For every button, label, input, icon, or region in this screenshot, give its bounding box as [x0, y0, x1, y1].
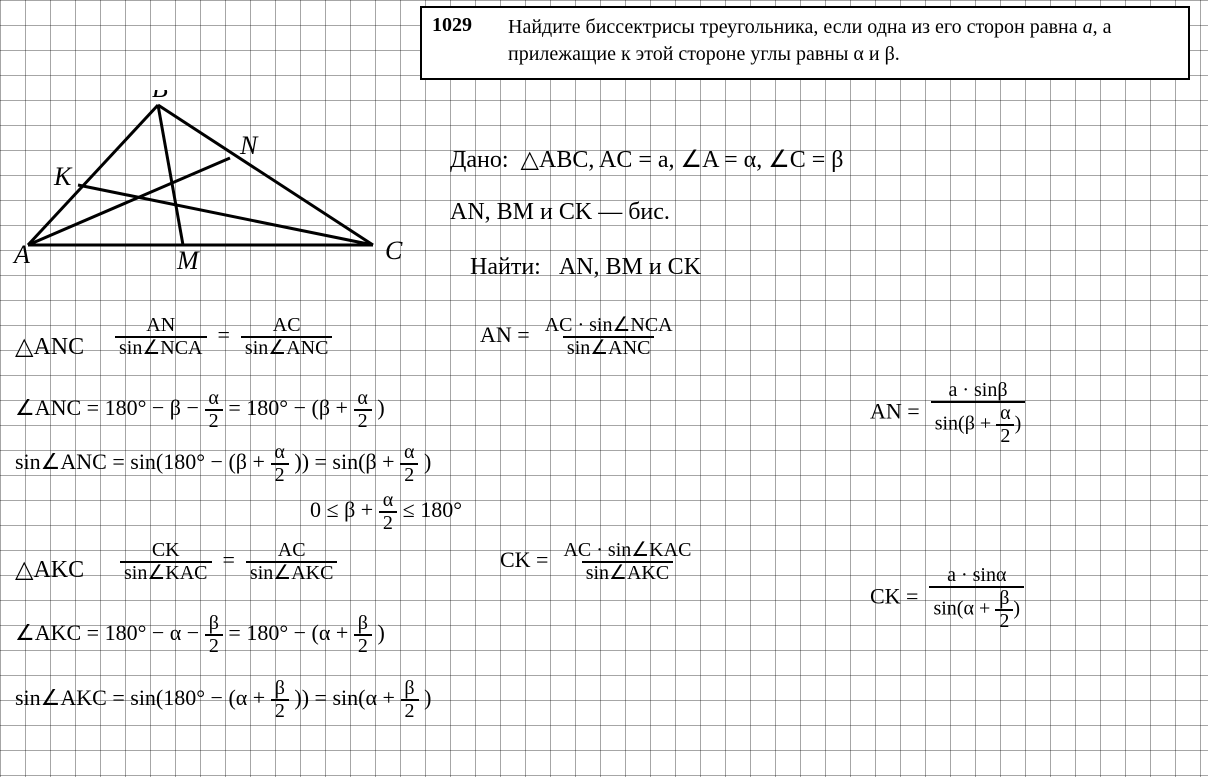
- half-alpha-den-1: 2: [205, 409, 223, 432]
- anc-angle-line: ∠ANC = 180° − β − α2 = 180° − (β + α2 ): [15, 388, 385, 432]
- problem-text-and: и: [864, 43, 885, 65]
- anc-tri-label: △ANC: [15, 335, 84, 359]
- half-beta-num-2: β: [354, 613, 372, 634]
- sin-anc-close: ): [424, 449, 431, 474]
- an-den: sin∠ANC: [563, 336, 655, 359]
- svg-text:B: B: [152, 90, 168, 103]
- svg-text:C: C: [385, 236, 403, 265]
- sin-akc-half-beta-num-2: β: [400, 678, 418, 699]
- range-half-alpha-den: 2: [379, 511, 397, 534]
- ck-result-lhs: CK =: [870, 584, 918, 609]
- sin-akc-half-beta-num-1: β: [271, 678, 289, 699]
- akc-rule-right-den: sin∠AKC: [246, 561, 338, 584]
- sin-anc-half-alpha-num-1: α: [270, 442, 288, 463]
- sin-anc-pre: sin∠ANC = sin(180° − (β +: [15, 449, 270, 474]
- akc-angle-pre: ∠AKC = 180° − α −: [15, 620, 205, 645]
- anc-rule-left-num: AN: [142, 315, 179, 336]
- range-line: 0 ≤ β + α2 ≤ 180°: [310, 490, 462, 534]
- anc-angle-close: ): [377, 395, 384, 420]
- problem-number: 1029: [432, 14, 504, 37]
- akc-rule-left-num: CK: [148, 540, 184, 561]
- given-body: △ABC, AC = a, ∠A = α, ∠C = β: [521, 147, 844, 173]
- find-line: Найти: AN, BM и CK: [470, 255, 701, 279]
- an-result-lhs: AN =: [870, 399, 920, 424]
- ck-result-half-beta-num: β: [995, 588, 1013, 609]
- an-result-half-alpha-den: 2: [996, 424, 1014, 447]
- given-label: Дано:: [450, 147, 509, 173]
- range-pre: 0 ≤ β +: [310, 497, 379, 522]
- find-body: AN, BM и CK: [559, 254, 701, 280]
- svg-text:A: A: [12, 240, 30, 269]
- sin-akc-half-beta-den-2: 2: [401, 699, 419, 722]
- an-result-close: ): [1015, 413, 1022, 435]
- range-half-alpha-num: α: [379, 490, 397, 511]
- problem-var-alpha: α: [853, 43, 863, 65]
- an-result-half-alpha-num: α: [996, 403, 1014, 424]
- an-result-num: a · sinβ: [944, 380, 1011, 401]
- svg-text:M: M: [176, 246, 200, 275]
- half-alpha-num-1: α: [204, 388, 222, 409]
- anc-rule: ANsin∠NCA = ACsin∠ANC: [115, 315, 332, 359]
- half-alpha-num-2: α: [353, 388, 371, 409]
- ck-result: CK = a · sinα sin(α + β2): [870, 565, 1024, 632]
- problem-text-pre: Найдите биссектрисы треугольника, если о…: [508, 16, 1083, 38]
- find-label: Найти:: [470, 254, 541, 280]
- ck-result-den-pre: sin(α +: [933, 598, 995, 620]
- ck-expr: CK = AC · sin∠KACsin∠AKC: [500, 540, 695, 584]
- an-result: AN = a · sinβ sin(β + α2): [870, 380, 1025, 447]
- anc-rule-right-num: AC: [269, 315, 305, 336]
- half-beta-den-1: 2: [205, 634, 223, 657]
- akc-rule-left-den: sin∠KAC: [120, 561, 212, 584]
- half-alpha-den-2: 2: [354, 409, 372, 432]
- sin-anc-half-alpha-num-2: α: [400, 442, 418, 463]
- problem-var-beta: β: [885, 43, 895, 65]
- akc-rule: CKsin∠KAC = ACsin∠AKC: [120, 540, 337, 584]
- an-num: AC · sin∠NCA: [541, 315, 677, 336]
- sin-akc-half-beta-den-1: 2: [271, 699, 289, 722]
- svg-text:K: K: [53, 162, 73, 191]
- akc-angle-tail: = 180° − (α +: [228, 620, 353, 645]
- sin-anc-half-alpha-den-1: 2: [271, 463, 289, 486]
- problem-var-a: a: [1083, 16, 1093, 38]
- an-lhs: AN =: [480, 322, 530, 347]
- half-beta-den-2: 2: [354, 634, 372, 657]
- sin-akc-pre: sin∠AKC = sin(180° − (α +: [15, 685, 271, 710]
- an-expr: AN = AC · sin∠NCAsin∠ANC: [480, 315, 677, 359]
- anc-rule-right-den: sin∠ANC: [241, 336, 333, 359]
- triangle-diagram: A B C K N M: [8, 90, 408, 290]
- bisectors-line: AN, BM и CK — бис.: [450, 200, 670, 224]
- ck-result-num: a · sinα: [943, 565, 1010, 586]
- ck-result-half-beta-den: 2: [995, 609, 1013, 632]
- sin-akc-eq: )) = sin(α +: [294, 685, 400, 710]
- ck-den: sin∠AKC: [582, 561, 674, 584]
- ck-num: AC · sin∠KAC: [559, 540, 695, 561]
- problem-box: 1029 Найдите биссектрисы треугольника, е…: [420, 6, 1190, 80]
- problem-text-end: .: [895, 43, 900, 65]
- akc-rule-right-num: AC: [274, 540, 310, 561]
- an-result-den-pre: sin(β +: [935, 413, 996, 435]
- anc-rule-left-den: sin∠NCA: [115, 336, 207, 359]
- half-beta-num-1: β: [205, 613, 223, 634]
- sin-anc-eq: )) = sin(β +: [294, 449, 400, 474]
- akc-angle-close: ): [377, 620, 384, 645]
- akc-angle-line: ∠AKC = 180° − α − β2 = 180° − (α + β2 ): [15, 613, 385, 657]
- svg-text:N: N: [239, 131, 259, 160]
- sin-anc-line: sin∠ANC = sin(180° − (β + α2 )) = sin(β …: [15, 442, 431, 486]
- akc-tri-label: △AKC: [15, 558, 84, 582]
- sin-akc-close: ): [424, 685, 431, 710]
- problem-text: Найдите биссектрисы треугольника, если о…: [508, 14, 1178, 68]
- ck-lhs: CK =: [500, 547, 548, 572]
- sin-akc-line: sin∠AKC = sin(180° − (α + β2 )) = sin(α …: [15, 678, 431, 722]
- sin-anc-half-alpha-den-2: 2: [400, 463, 418, 486]
- range-tail: ≤ 180°: [403, 497, 462, 522]
- anc-angle-pre: ∠ANC = 180° − β −: [15, 395, 204, 420]
- ck-result-close: ): [1013, 598, 1020, 620]
- given-line: Дано: △ABC, AC = a, ∠A = α, ∠C = β: [450, 148, 843, 172]
- anc-angle-tail: = 180° − (β +: [228, 395, 353, 420]
